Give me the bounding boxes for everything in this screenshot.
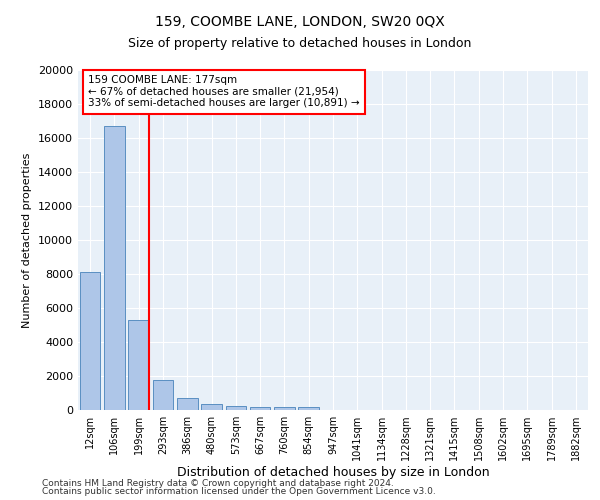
X-axis label: Distribution of detached houses by size in London: Distribution of detached houses by size … — [176, 466, 490, 479]
Text: 159, COOMBE LANE, LONDON, SW20 0QX: 159, COOMBE LANE, LONDON, SW20 0QX — [155, 15, 445, 29]
Bar — [152, 380, 173, 410]
Bar — [298, 406, 319, 410]
Text: Contains HM Land Registry data © Crown copyright and database right 2024.: Contains HM Land Registry data © Crown c… — [42, 478, 394, 488]
Bar — [177, 398, 197, 410]
Bar — [80, 272, 100, 410]
Bar — [250, 406, 271, 410]
Bar — [226, 406, 246, 410]
Text: Contains public sector information licensed under the Open Government Licence v3: Contains public sector information licen… — [42, 487, 436, 496]
Bar — [201, 404, 222, 410]
Bar — [104, 126, 125, 410]
Text: 159 COOMBE LANE: 177sqm
← 67% of detached houses are smaller (21,954)
33% of sem: 159 COOMBE LANE: 177sqm ← 67% of detache… — [88, 75, 360, 108]
Bar — [128, 320, 149, 410]
Bar — [274, 408, 295, 410]
Text: Size of property relative to detached houses in London: Size of property relative to detached ho… — [128, 38, 472, 51]
Y-axis label: Number of detached properties: Number of detached properties — [22, 152, 32, 328]
